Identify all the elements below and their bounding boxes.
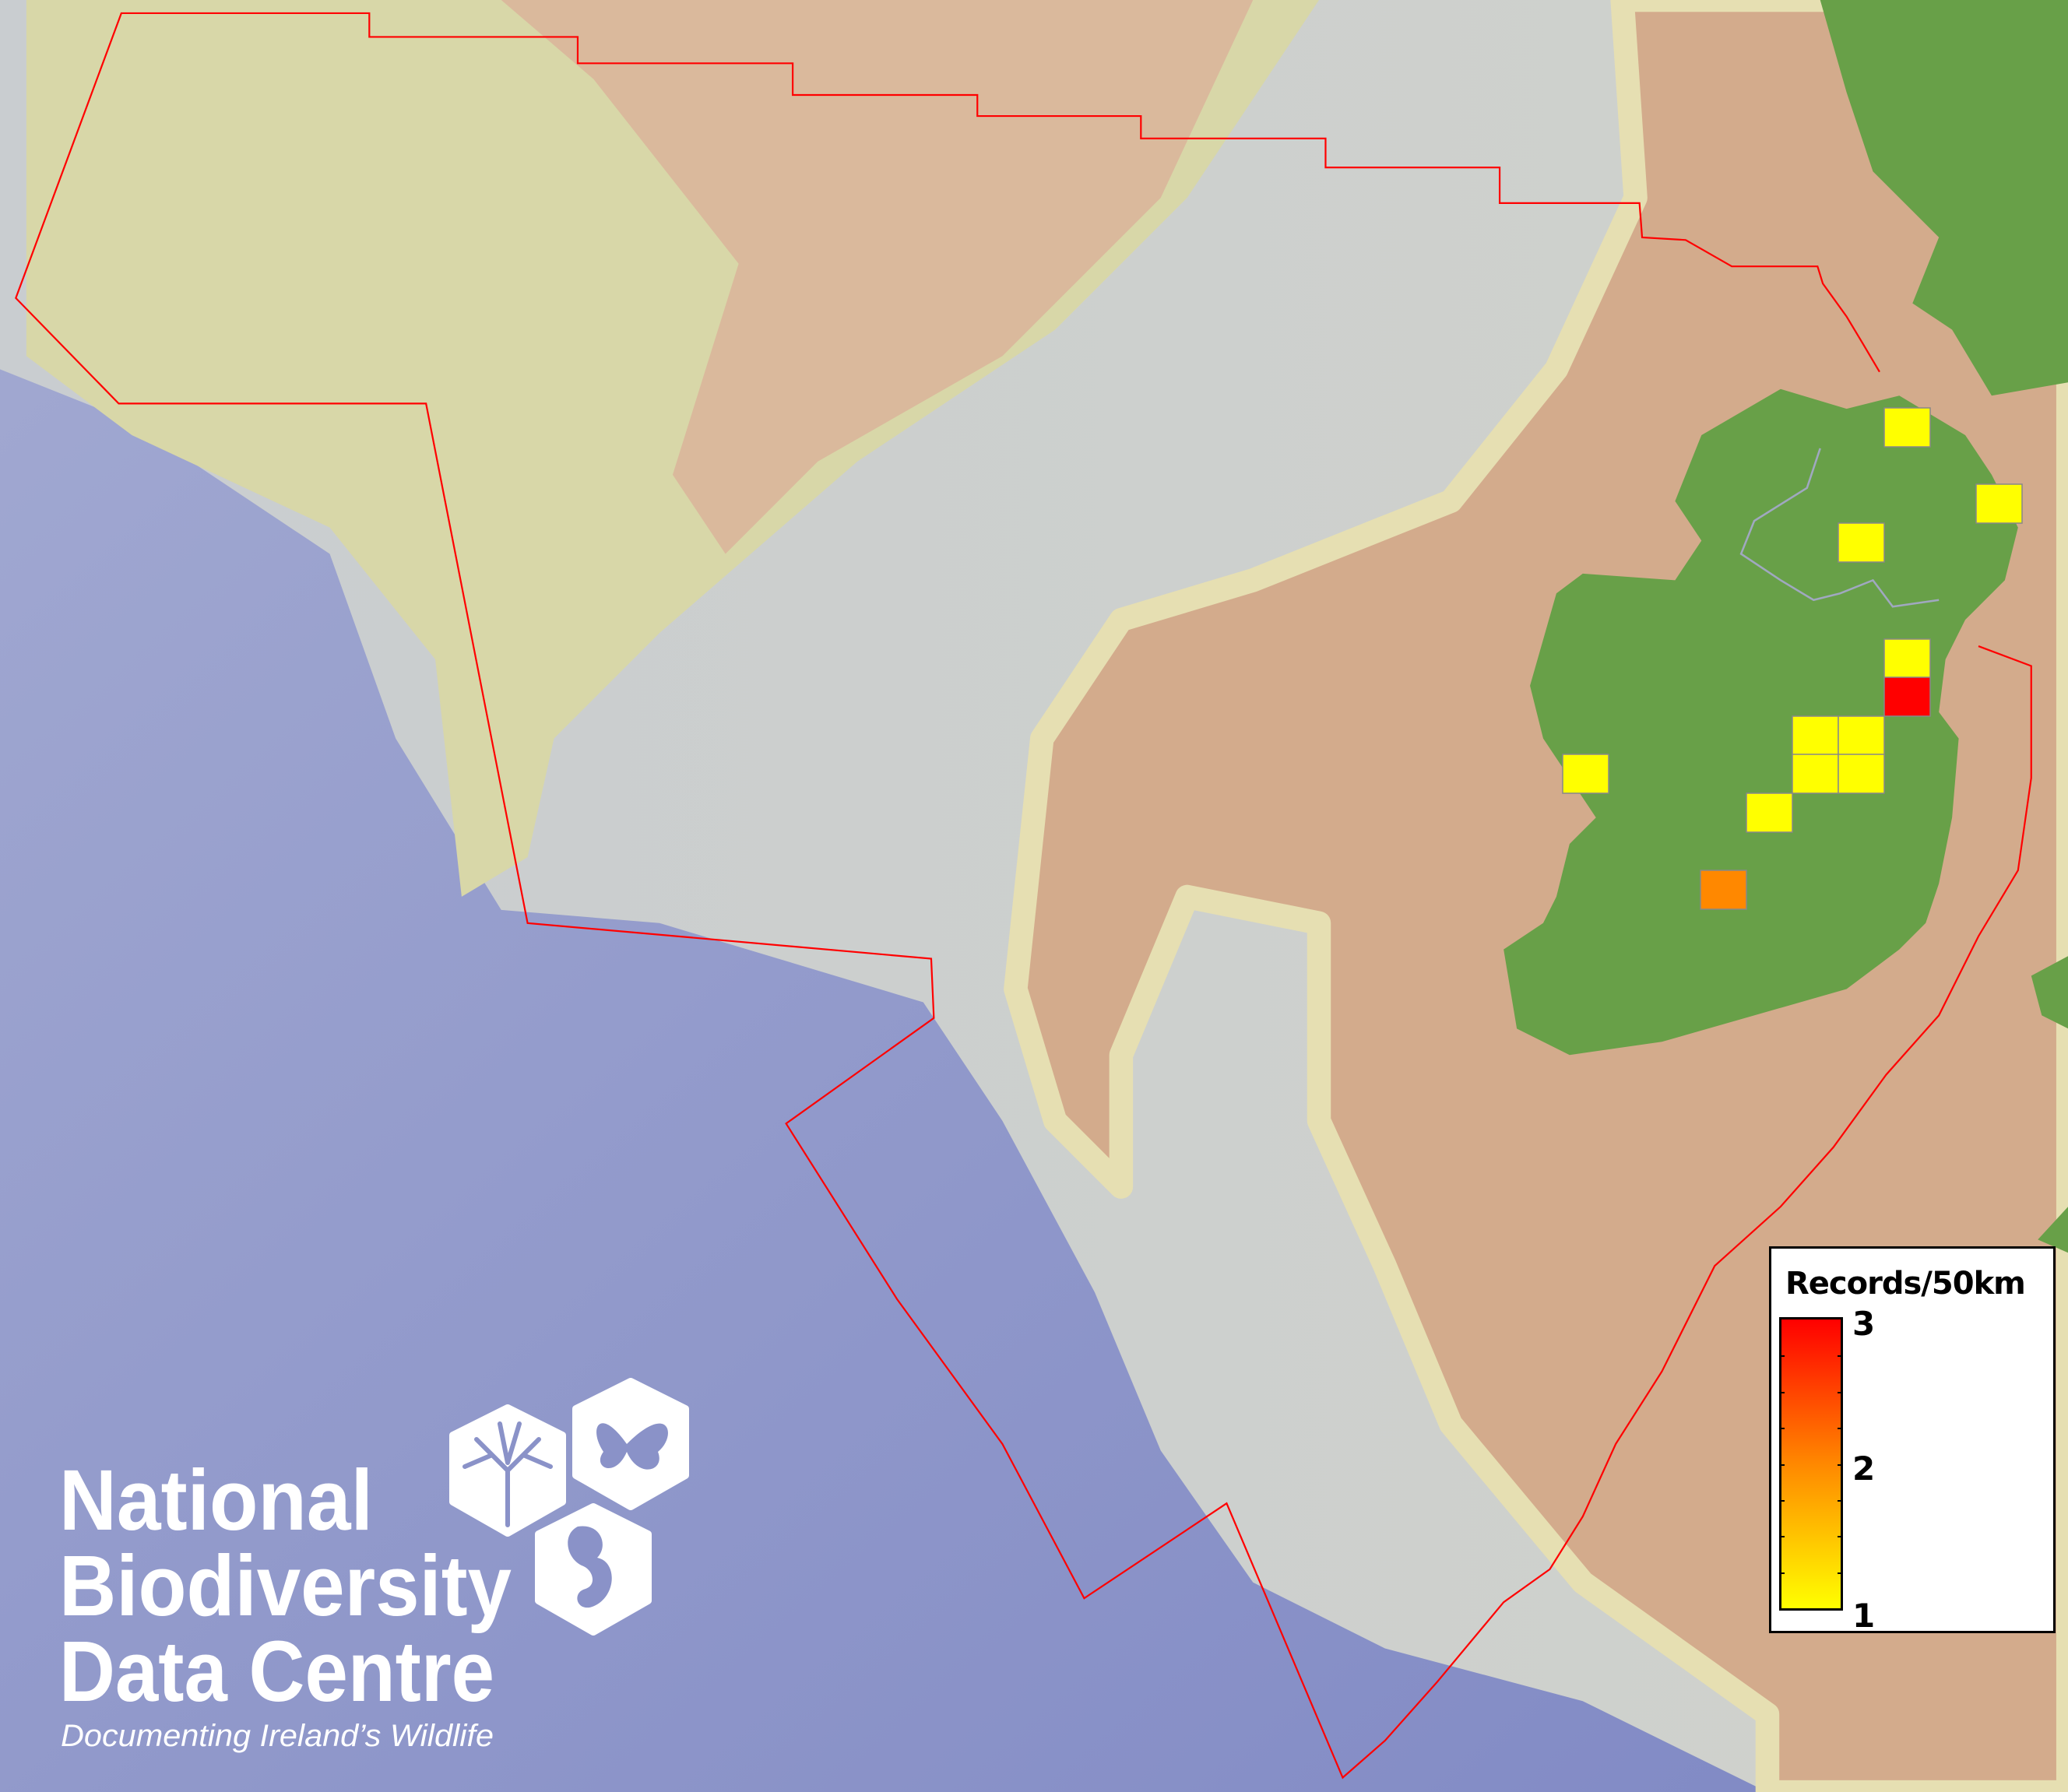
ireland-landmass — [1504, 388, 2018, 1056]
legend: Records/50km 3 2 1 — [1769, 1246, 2056, 1635]
record-cell — [1700, 870, 1747, 910]
record-cell — [1792, 754, 1839, 794]
record-cell — [1883, 638, 1931, 679]
legend-tick — [1781, 1463, 1785, 1466]
legend-tick — [1781, 1391, 1785, 1393]
nbdc-logo: National Biodiversity Data Centre Docume… — [59, 1378, 689, 1753]
legend-tick — [1838, 1428, 1841, 1430]
legend-tick — [1838, 1572, 1841, 1574]
northern-ireland-border — [1739, 448, 1940, 608]
wales-landmass — [2031, 956, 2068, 1029]
legend-tick — [1838, 1463, 1841, 1466]
legend-tick — [1781, 1355, 1785, 1358]
eez-boundary-line — [15, 12, 2032, 1780]
record-cell — [1562, 754, 1609, 794]
tree-icon — [449, 1404, 566, 1537]
legend-tick — [1781, 1536, 1785, 1538]
legend-tick — [1781, 1428, 1785, 1430]
butterfly-icon — [572, 1378, 689, 1510]
legend-label-max: 3 — [1852, 1305, 1876, 1343]
legend-tick — [1781, 1572, 1785, 1574]
legend-tick — [1838, 1536, 1841, 1538]
legend-tick — [1838, 1499, 1841, 1502]
record-cell — [1792, 715, 1839, 756]
legend-label-min: 1 — [1852, 1597, 1876, 1635]
britain-landmass — [1820, 0, 2068, 396]
record-cell — [1746, 792, 1793, 833]
logo-line-data-centre: Data Centre — [59, 1624, 494, 1720]
legend-tick — [1838, 1355, 1841, 1358]
record-cell — [1883, 407, 1931, 448]
cornwall-landmass — [2038, 1207, 2068, 1253]
record-cell — [1883, 676, 1931, 717]
logo-line-national: National — [59, 1453, 373, 1548]
logo-tagline: Documenting Ireland’s Wildlife — [61, 1719, 494, 1753]
records-grid-cells — [1562, 407, 2023, 910]
upper-shelf-tan — [501, 0, 1254, 554]
legend-title: Records/50km — [1785, 1266, 2026, 1302]
record-cell — [1838, 715, 1885, 756]
record-cell — [1838, 522, 1885, 563]
legend-label-mid: 2 — [1852, 1449, 1876, 1488]
legend-tick — [1838, 1391, 1841, 1393]
seahorse-icon — [535, 1503, 652, 1636]
legend-colorbar — [1779, 1317, 1843, 1611]
logo-line-biodiversity: Biodiversity — [59, 1538, 512, 1634]
legend-tick — [1781, 1499, 1785, 1502]
record-cell — [1838, 754, 1885, 794]
record-cell — [1975, 483, 2023, 524]
